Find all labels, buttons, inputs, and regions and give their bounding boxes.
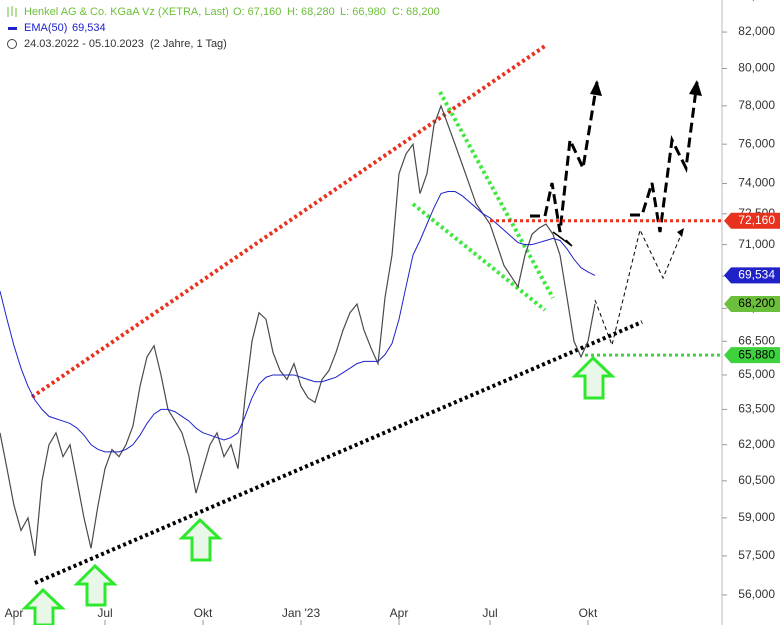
up-arrow bbox=[73, 563, 118, 607]
x-tick-label: Okt bbox=[579, 606, 598, 620]
x-tick-label: Apr bbox=[390, 606, 409, 620]
ohlc-open: O: 67,160 bbox=[233, 6, 281, 18]
price-badge-label: 65,880 bbox=[738, 347, 775, 361]
price-badge bbox=[724, 212, 780, 229]
price-badge bbox=[724, 267, 780, 284]
ema-line bbox=[0, 191, 596, 453]
price-badge-label: 69,534 bbox=[738, 268, 775, 282]
ohlc-low: L: 66,980 bbox=[340, 6, 386, 18]
y-tick-label: 80,000 bbox=[738, 61, 775, 75]
price-badge bbox=[724, 347, 780, 364]
price-line bbox=[0, 104, 596, 557]
channel-line bbox=[411, 202, 547, 312]
candle-icon bbox=[7, 6, 17, 17]
x-tick-label: Apr bbox=[5, 606, 24, 620]
price-badge-label: 72,160 bbox=[738, 213, 775, 227]
ema-legend: EMA(50) bbox=[24, 22, 67, 34]
y-tick-label: 62,000 bbox=[738, 437, 775, 451]
up-arrow bbox=[178, 517, 223, 562]
x-tick-label: Okt bbox=[194, 606, 213, 620]
ohlc-close: C: 68,200 bbox=[392, 6, 440, 18]
scenario-path bbox=[594, 228, 684, 347]
y-tick-label: 76,000 bbox=[738, 136, 775, 150]
y-tick-label: 57,500 bbox=[738, 548, 775, 562]
buy-arrows bbox=[21, 355, 616, 627]
y-tick-label: 63,500 bbox=[738, 402, 775, 416]
ohlc-high: H: 68,280 bbox=[287, 6, 335, 18]
up-arrow bbox=[571, 355, 616, 400]
x-tick-label: Jul bbox=[482, 606, 497, 620]
y-tick-label: 78,000 bbox=[738, 98, 775, 112]
lower-trendline bbox=[34, 320, 643, 585]
scenario-arrow bbox=[630, 81, 699, 233]
y-tick-label: 65,000 bbox=[738, 367, 775, 381]
ema-legend-swatch bbox=[8, 27, 17, 30]
y-tick-label: 71,000 bbox=[738, 237, 775, 251]
y-tick-label: 82,000 bbox=[738, 24, 775, 38]
price-badge-label: 68,200 bbox=[738, 296, 775, 310]
x-tick-label: Jul bbox=[97, 606, 112, 620]
y-tick-label: 60,500 bbox=[738, 473, 775, 487]
arrow-head bbox=[590, 80, 602, 96]
y-tick-label: 66,500 bbox=[738, 333, 775, 347]
x-tick-label: Jan '23 bbox=[282, 606, 321, 620]
y-tick-label: 56,000 bbox=[738, 587, 775, 601]
up-arrow bbox=[21, 587, 66, 627]
drawings bbox=[21, 44, 702, 627]
arrow-head bbox=[689, 80, 702, 96]
instrument-title: Henkel AG & Co. KGaA Vz (XETRA, Last) bbox=[24, 6, 229, 18]
y-tick-label: 74,000 bbox=[738, 176, 775, 190]
scenario-path bbox=[552, 231, 573, 247]
scenario-arrow bbox=[530, 81, 599, 233]
upper-trendline bbox=[30, 44, 547, 399]
header: Henkel AG & Co. KGaA Vz (XETRA, Last) O:… bbox=[7, 6, 440, 50]
period: (2 Jahre, 1 Tag) bbox=[150, 38, 227, 50]
price-badge bbox=[724, 296, 780, 313]
date-range: 24.03.2022 - 05.10.2023 bbox=[24, 38, 144, 50]
y-tick-label: 59,000 bbox=[738, 510, 775, 524]
arrow-head bbox=[677, 228, 684, 237]
ema-legend-value: 69,534 bbox=[72, 22, 106, 34]
clock-icon bbox=[7, 39, 17, 49]
y-tick-label: 84,000 bbox=[738, 0, 775, 3]
channel-line bbox=[438, 91, 555, 299]
